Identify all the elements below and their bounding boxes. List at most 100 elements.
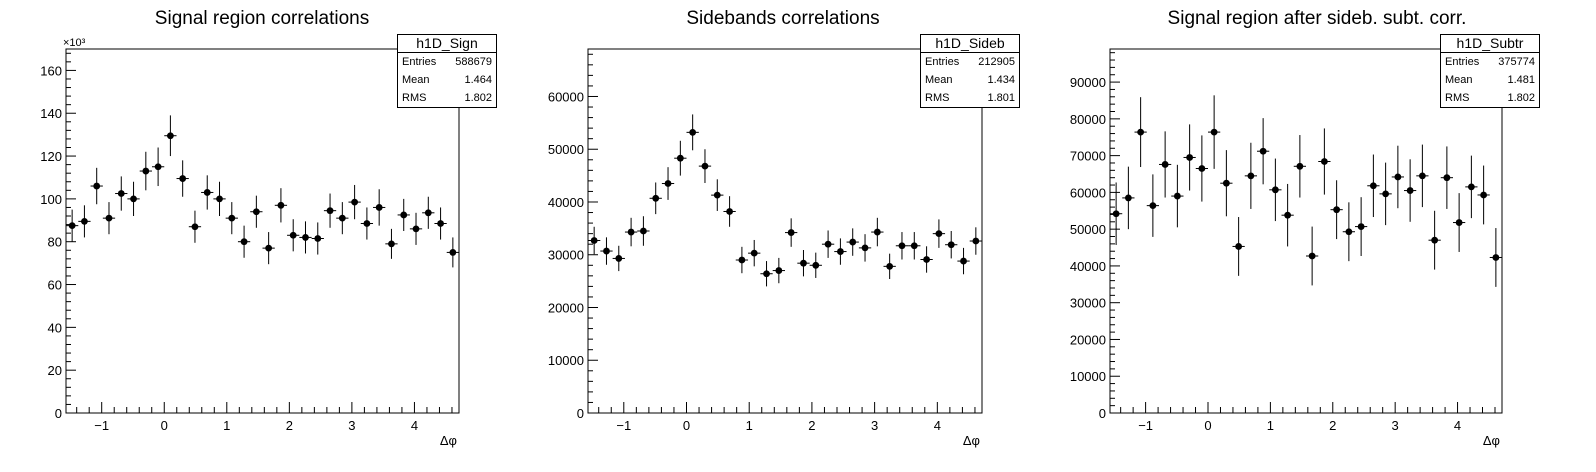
- x-tick-label: 2: [286, 418, 293, 433]
- data-point: [336, 202, 349, 235]
- data-point: [760, 261, 773, 287]
- y-tick-label: 40000: [1070, 259, 1106, 274]
- x-tick-label: −1: [616, 418, 631, 433]
- data-point: [323, 193, 337, 228]
- data-point: [127, 181, 140, 217]
- marker: [849, 238, 857, 246]
- marker: [93, 182, 101, 190]
- plot-frame: [1109, 48, 1503, 414]
- data-point: [1404, 159, 1417, 222]
- data-point: [90, 167, 103, 205]
- marker: [960, 257, 967, 265]
- marker: [1357, 223, 1365, 230]
- data-point: [1489, 228, 1502, 287]
- marker: [363, 220, 371, 227]
- data-point: [1477, 165, 1490, 225]
- marker: [676, 154, 684, 162]
- marker: [590, 237, 598, 244]
- stats-entries-label: Entries: [402, 56, 437, 68]
- marker: [375, 204, 383, 211]
- data-point: [1244, 142, 1257, 209]
- x-tick-label: 3: [1392, 418, 1399, 433]
- marker: [627, 228, 635, 236]
- marker: [412, 225, 420, 233]
- marker: [449, 249, 457, 256]
- marker: [652, 194, 660, 202]
- stats-mean-label: Mean: [1445, 74, 1473, 86]
- marker: [166, 132, 174, 140]
- stats-mean-value: 1.434: [987, 74, 1015, 86]
- y-tick-label: 40000: [548, 195, 584, 210]
- data-point: [422, 196, 435, 229]
- data-point: [772, 257, 785, 284]
- x-tick-label: 1: [1267, 418, 1274, 433]
- y-tick-label: 90000: [1070, 75, 1106, 90]
- marker: [1198, 165, 1206, 172]
- marker: [1492, 254, 1500, 261]
- marker: [1418, 172, 1426, 180]
- marker: [886, 262, 894, 270]
- marker: [424, 209, 432, 217]
- marker: [1210, 128, 1218, 136]
- data-point: [797, 249, 810, 277]
- stats-rms-label: RMS: [925, 92, 950, 104]
- y-tick-label: 50000: [548, 142, 584, 157]
- stats-box: h1D_Sign Entries 588679 Mean 1.464 RMS 1.80…: [397, 34, 497, 108]
- marker: [338, 214, 346, 222]
- marker: [105, 214, 113, 222]
- data-point: [102, 202, 116, 235]
- chart-panel-2: 0 10000 20000 30000 40000 50000 60000 70000 8000…: [1070, 48, 1503, 448]
- data-point: [139, 151, 152, 191]
- data-point: [1416, 144, 1429, 208]
- data-point: [600, 237, 613, 265]
- marker: [1112, 210, 1120, 218]
- data-point: [115, 176, 128, 211]
- data-point: [846, 228, 859, 256]
- stats-histogram-name: h1D_Sign: [398, 35, 496, 53]
- marker: [1186, 154, 1194, 161]
- marker: [738, 256, 746, 264]
- stats-rms-value: 1.802: [1507, 92, 1535, 104]
- marker: [1345, 228, 1353, 236]
- y-tick-label: 30000: [1070, 296, 1106, 311]
- marker: [1308, 252, 1316, 260]
- data-point: [360, 207, 374, 240]
- marker: [1480, 191, 1488, 199]
- data-point: [373, 189, 386, 226]
- marker: [81, 217, 88, 225]
- marker: [750, 249, 758, 257]
- marker: [615, 255, 623, 262]
- marker: [326, 207, 334, 215]
- marker: [1320, 158, 1328, 165]
- data-point: [871, 217, 884, 247]
- marker: [289, 231, 297, 239]
- data-point: [785, 218, 798, 247]
- y-tick-label: 70000: [1070, 149, 1106, 164]
- marker: [1382, 190, 1390, 198]
- stats-mean-label: Mean: [925, 74, 953, 86]
- data-point: [883, 253, 896, 280]
- y-tick-label: 80000: [1070, 112, 1106, 127]
- data-point: [262, 232, 275, 265]
- stats-entries-label: Entries: [1445, 56, 1480, 68]
- stats-rms-value: 1.802: [464, 92, 492, 104]
- marker: [775, 267, 783, 274]
- marker: [130, 195, 137, 203]
- data-point: [1318, 128, 1331, 195]
- data-point: [1355, 197, 1368, 257]
- marker: [216, 195, 223, 203]
- marker: [191, 223, 199, 231]
- x-tick-label: −1: [1138, 418, 1153, 433]
- data-point: [674, 140, 687, 176]
- y-tick-label: 100: [40, 192, 62, 207]
- marker: [873, 228, 881, 236]
- marker: [787, 229, 795, 236]
- data-point: [1428, 210, 1441, 270]
- data-point: [1159, 131, 1172, 198]
- marker: [824, 240, 832, 248]
- marker: [800, 259, 807, 267]
- marker: [664, 180, 672, 187]
- data-point: [237, 225, 251, 258]
- chart-title: Signal region correlations: [154, 8, 370, 29]
